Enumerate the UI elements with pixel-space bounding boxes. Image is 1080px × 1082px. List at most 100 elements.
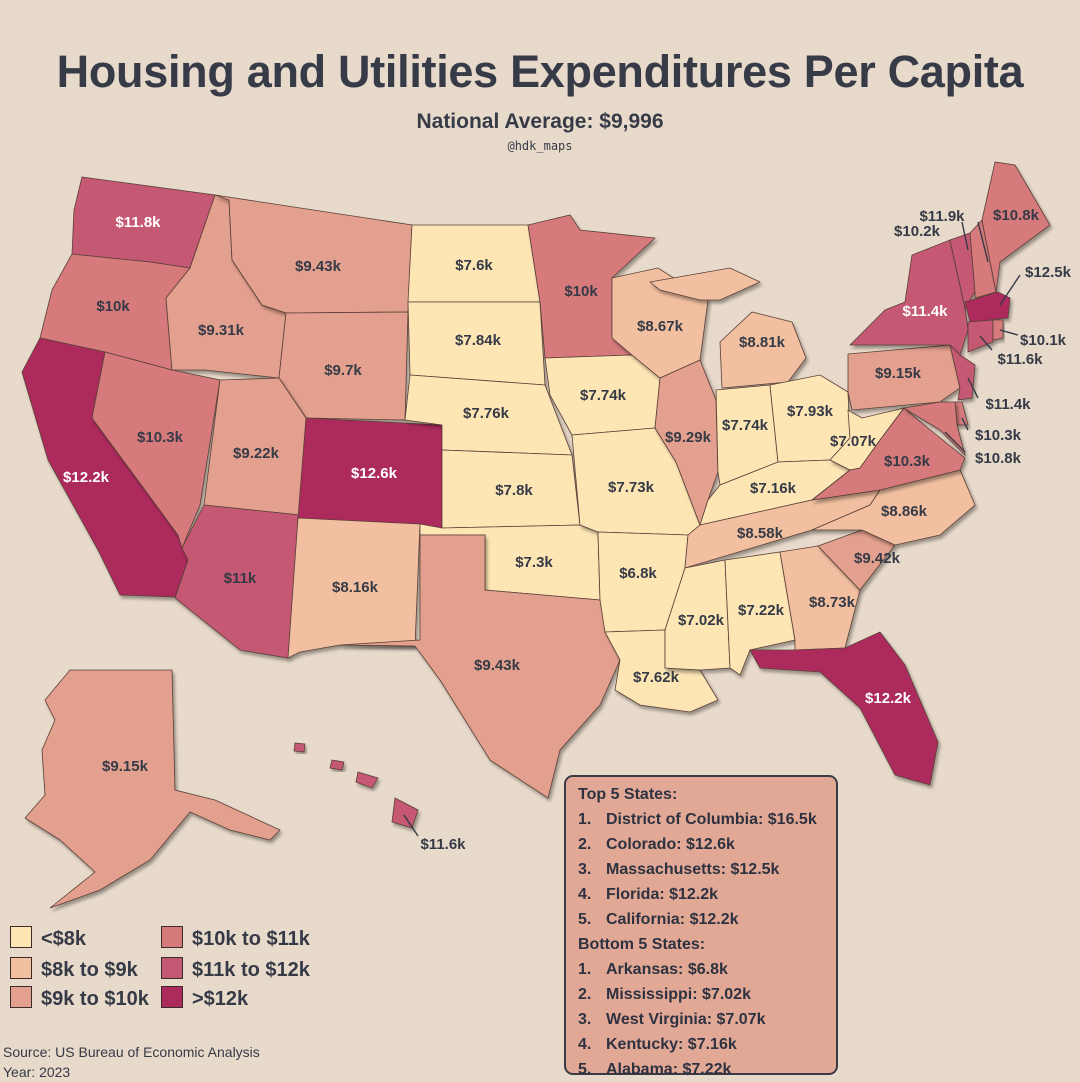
label-OH: $7.93k xyxy=(787,403,834,420)
label-AR: $6.8k xyxy=(619,565,657,582)
state-VA xyxy=(810,407,966,501)
label-OK: $7.3k xyxy=(515,554,553,571)
label-VT: $11.9k xyxy=(919,208,965,225)
rank-text: West Virginia: $7.07k xyxy=(606,1011,766,1028)
label-WV: $7.07k xyxy=(830,433,877,450)
state-NY xyxy=(849,239,969,356)
label-MI: $8.81k xyxy=(739,334,786,351)
rank-number: 2. xyxy=(578,986,592,1003)
bottom-state-row: 4. Kentucky: $7.16k xyxy=(578,1032,836,1057)
legend-swatch xyxy=(161,957,183,979)
label-HI: $11.6k xyxy=(420,836,466,853)
bottom-state-row: 1. Arkansas: $6.8k xyxy=(578,957,836,982)
state-HI-kauai xyxy=(293,742,306,753)
leader-MA xyxy=(999,274,1021,306)
rank-text: Alabama: $7.22k xyxy=(606,1061,732,1078)
label-AK: $9.15k xyxy=(102,758,149,775)
legend-label: $11k to $12k xyxy=(192,959,310,981)
legend-item: $8k to $9k xyxy=(10,957,170,983)
bottom-states-heading: Bottom 5 States: xyxy=(578,936,706,953)
label-NH: $10.2k xyxy=(894,223,941,240)
rank-text: Kentucky: $7.16k xyxy=(606,1036,737,1053)
label-WA: $11.8k xyxy=(115,214,161,231)
label-LA: $7.62k xyxy=(633,669,680,686)
legend-item: $10k to $11k xyxy=(161,926,321,952)
label-NY: $11.4k xyxy=(902,303,948,320)
bottom-state-row: 5. Alabama: $7.22k xyxy=(578,1057,836,1082)
label-ID: $9.31k xyxy=(198,322,245,339)
top-state-row: 4. Florida: $12.2k xyxy=(578,882,836,907)
top-states-heading: Top 5 States: xyxy=(578,786,678,803)
rank-text: Mississippi: $7.02k xyxy=(606,986,751,1003)
legend-label: $9k to $10k xyxy=(41,988,149,1010)
label-MA: $12.5k xyxy=(1025,264,1072,281)
rank-number: 1. xyxy=(578,961,592,978)
label-MT: $9.43k xyxy=(295,258,342,275)
leader-VT xyxy=(961,221,969,251)
legend-swatch xyxy=(10,957,32,979)
rank-text: Florida: $12.2k xyxy=(606,886,719,903)
legend-swatch xyxy=(10,986,32,1008)
rank-number: 3. xyxy=(578,1011,592,1028)
state-NH xyxy=(969,219,997,299)
label-IL: $9.29k xyxy=(665,429,712,446)
rank-text: District of Columbia: $16.5k xyxy=(606,811,817,828)
label-OR: $10k xyxy=(96,298,130,315)
top-state-row: 2. Colorado: $12.6k xyxy=(578,832,836,857)
leader-NH xyxy=(977,221,989,263)
label-TX: $9.43k xyxy=(474,657,521,674)
bottom-state-row: 3. West Virginia: $7.07k xyxy=(578,1007,836,1032)
legend-item: $11k to $12k xyxy=(161,957,321,983)
legend-item: >$12k xyxy=(161,986,321,1012)
leader-RI xyxy=(999,329,1019,336)
rank-number: 5. xyxy=(578,1061,592,1078)
label-AZ: $11k xyxy=(224,570,257,587)
legend-label: $8k to $9k xyxy=(41,959,138,981)
source-note: Source: US Bureau of Economic Analysis Y… xyxy=(3,1042,260,1082)
national-average: National Average: $9,996 xyxy=(416,110,664,133)
label-MO: $7.73k xyxy=(608,479,655,496)
state-NC xyxy=(811,469,976,546)
label-KS: $7.8k xyxy=(495,482,533,499)
state-RI xyxy=(992,319,1004,341)
label-TN: $8.58k xyxy=(737,525,784,542)
state-MD xyxy=(902,401,966,457)
rank-text: California: $12.2k xyxy=(606,911,739,928)
state-AK xyxy=(24,669,281,909)
label-NJ: $11.4k xyxy=(985,396,1031,413)
legend-item: $9k to $10k xyxy=(10,986,170,1012)
legend-label: $10k to $11k xyxy=(192,928,310,950)
label-RI: $10.1k xyxy=(1020,332,1067,349)
leader-HI xyxy=(403,814,419,837)
rank-number: 4. xyxy=(578,1036,592,1053)
state-NV xyxy=(91,351,221,550)
label-ME: $10.8k xyxy=(993,207,1040,224)
leader-MD xyxy=(944,431,966,453)
rank-text: Colorado: $12.6k xyxy=(606,836,735,853)
rank-number: 4. xyxy=(578,886,592,903)
map-title: Housing and Utilities Expenditures Per C… xyxy=(56,46,1024,97)
label-FL: $12.2k xyxy=(865,690,912,707)
label-MS: $7.02k xyxy=(678,612,725,629)
top-state-row: 5. California: $12.2k xyxy=(578,907,836,932)
label-SD: $7.84k xyxy=(455,332,502,349)
state-MA xyxy=(964,291,1011,323)
author-handle: @hdk_maps xyxy=(507,139,573,153)
label-CT: $11.6k xyxy=(997,351,1043,368)
top-state-row: 1. District of Columbia: $16.5k xyxy=(578,807,836,832)
leader-CT xyxy=(979,335,993,351)
label-GA: $8.73k xyxy=(809,594,856,611)
label-AL: $7.22k xyxy=(738,602,785,619)
state-MI-lower xyxy=(719,311,807,389)
label-NV: $10.3k xyxy=(137,429,184,446)
label-VA: $10.3k xyxy=(884,453,931,470)
state-TX xyxy=(339,534,621,799)
source-text: Source: US Bureau of Economic Analysis xyxy=(3,1044,260,1060)
state-FL xyxy=(749,631,939,786)
rank-number: 5. xyxy=(578,911,592,928)
rankings-box: Top 5 States: 1. District of Columbia: $1… xyxy=(564,775,838,1078)
label-IA: $7.74k xyxy=(580,387,627,404)
label-CA: $12.2k xyxy=(63,469,110,486)
legend-swatch xyxy=(10,926,32,948)
